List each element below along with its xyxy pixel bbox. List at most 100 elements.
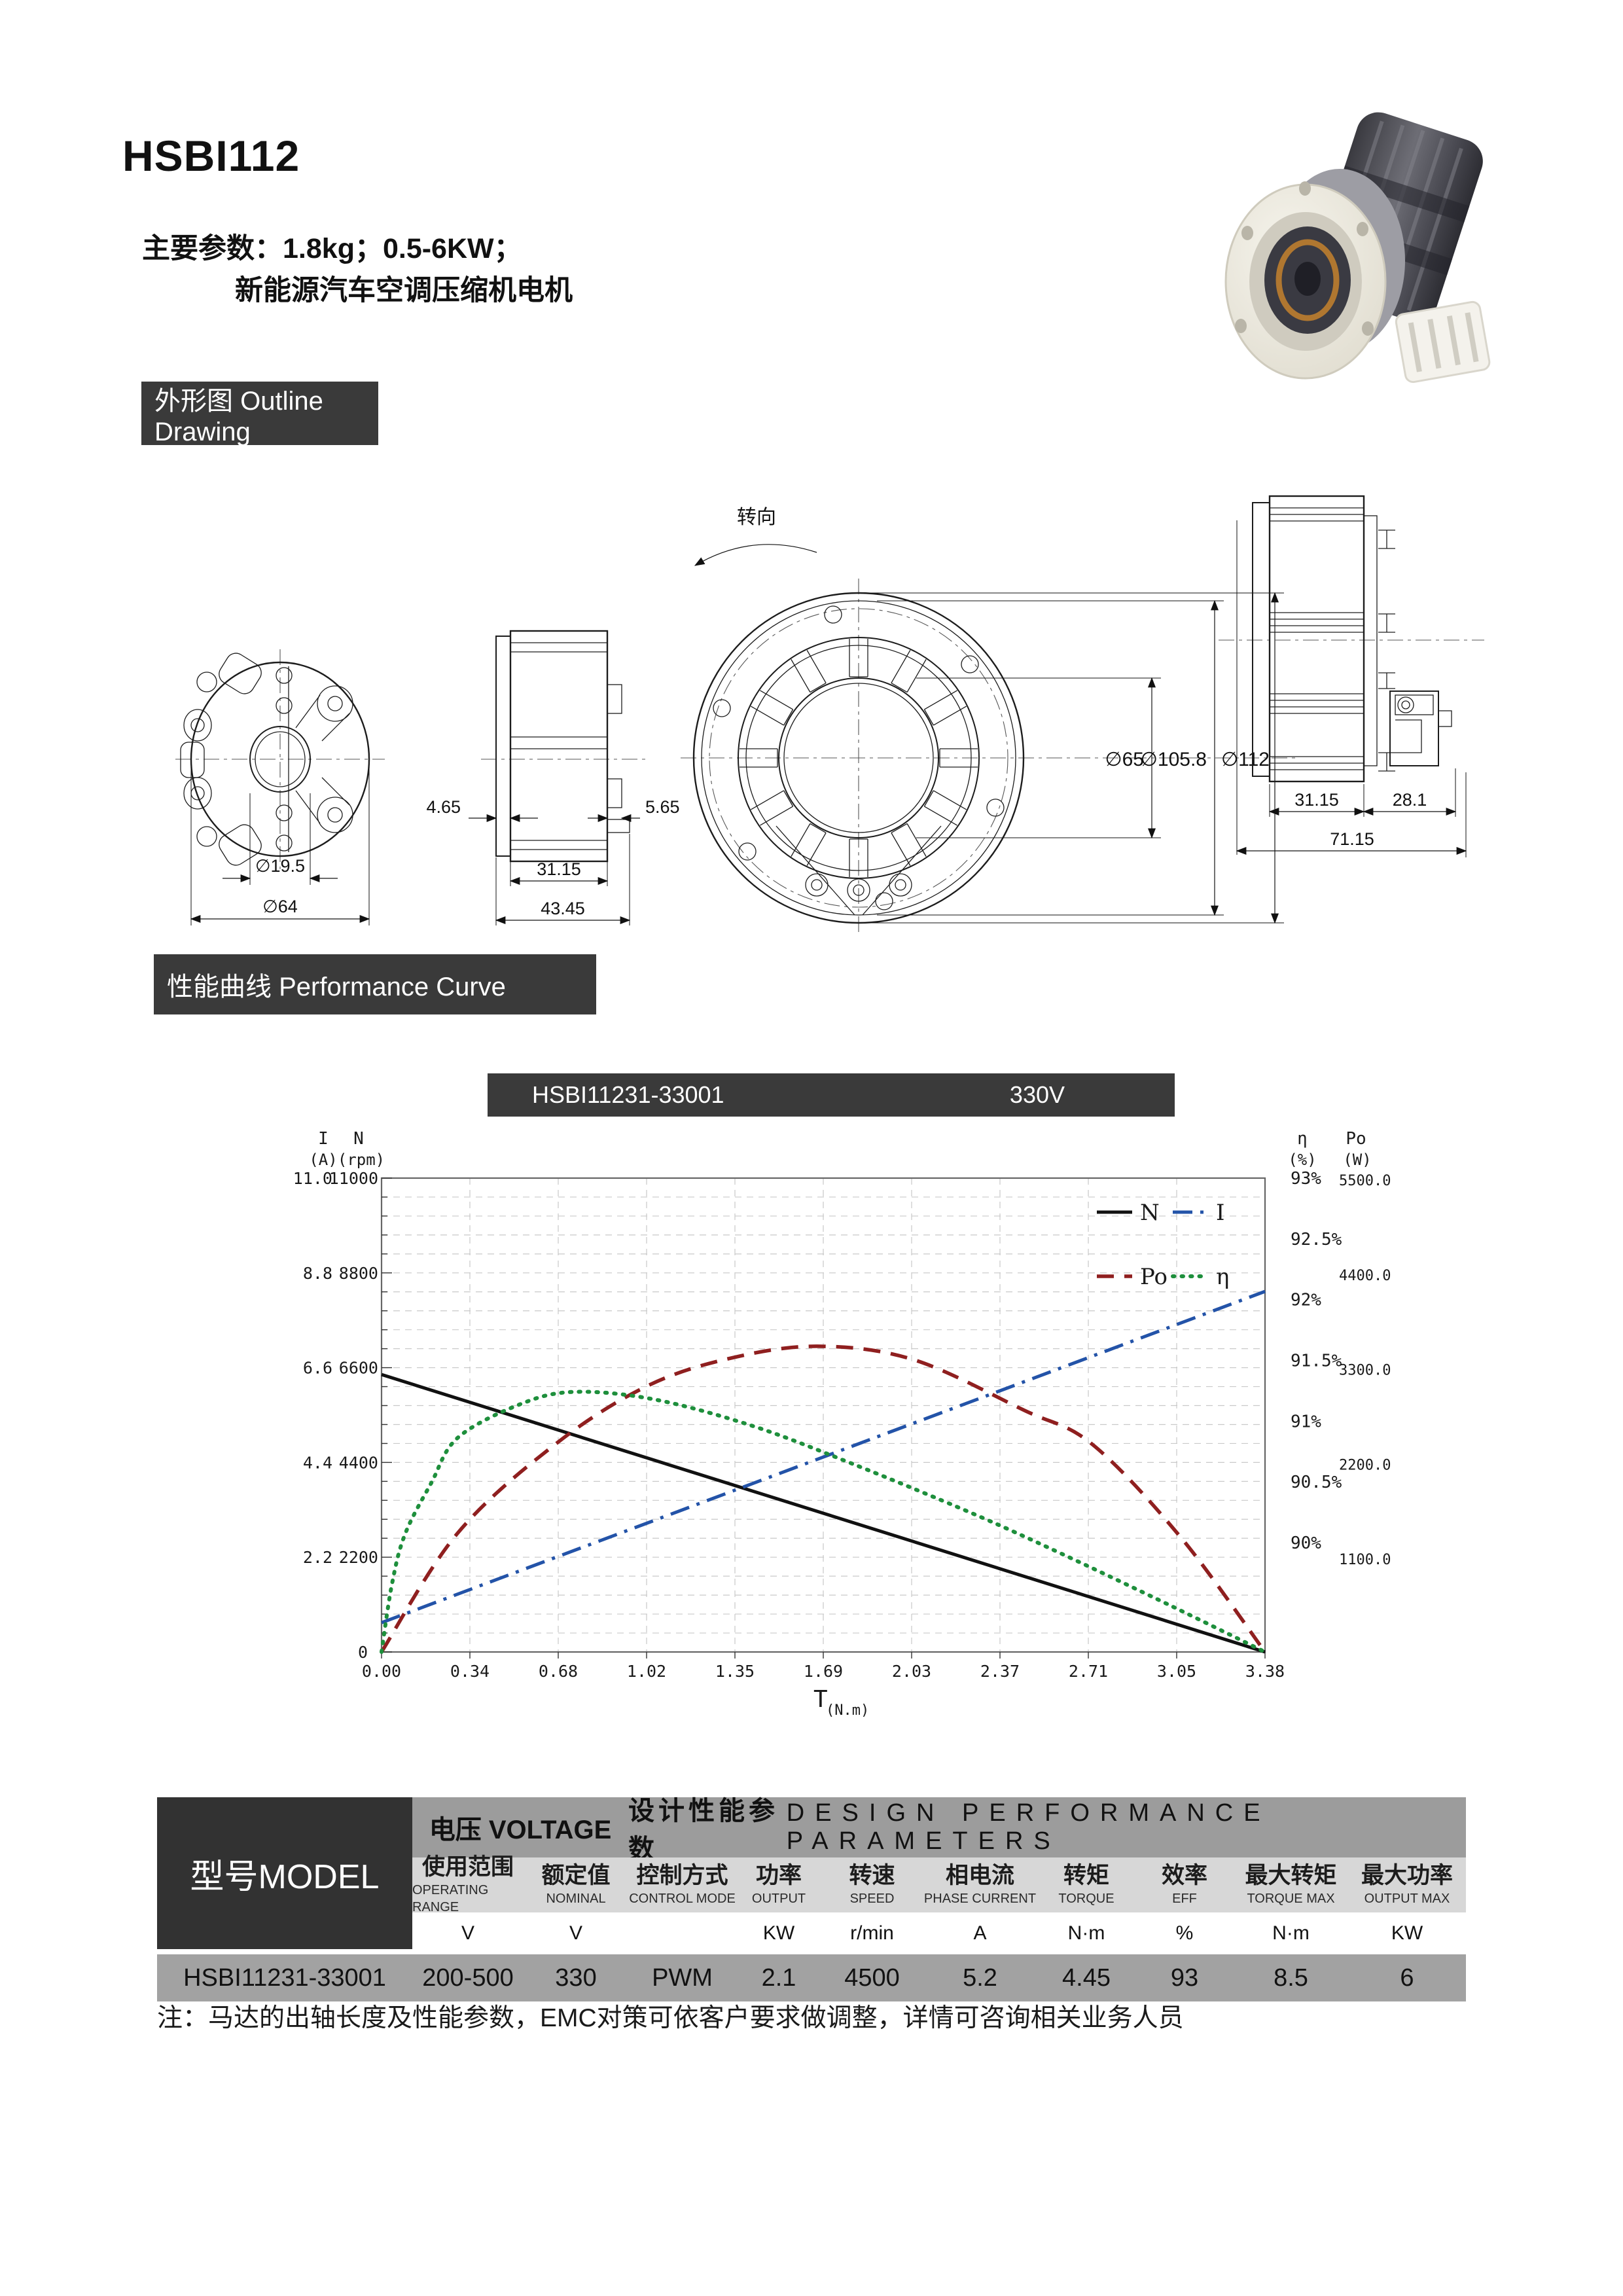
data-eff: 93	[1170, 1964, 1199, 1992]
dim-profile-stack: 31.15	[1294, 790, 1339, 810]
svg-text:0: 0	[358, 1643, 368, 1662]
dim-side-right: 5.65	[645, 797, 680, 817]
svg-text:11.0: 11.0	[293, 1169, 332, 1188]
dim-housing-od: ∅112	[1221, 749, 1270, 770]
col-output: 功率 OUTPUT	[751, 1863, 806, 1906]
section-outline-drawing: 外形图 Outline Drawing	[141, 382, 378, 446]
page-title: HSBI112	[122, 132, 300, 180]
svg-text:90%: 90%	[1291, 1534, 1321, 1553]
svg-text:(A): (A)	[309, 1151, 337, 1169]
dim-side-total: 43.45	[541, 899, 585, 918]
data-torque: 4.45	[1062, 1964, 1111, 1992]
svg-text:5500.0: 5500.0	[1339, 1173, 1391, 1189]
unit-cell: N·m	[1272, 1922, 1310, 1944]
svg-text:91%: 91%	[1291, 1412, 1321, 1431]
group-design-en: DESIGN PERFORMANCE PARAMETERS	[786, 1799, 1271, 1855]
col-nominal: 额定值 NOMINAL	[541, 1863, 611, 1906]
svg-text:3.05: 3.05	[1157, 1662, 1196, 1681]
svg-text:0.68: 0.68	[539, 1662, 578, 1681]
svg-text:N: N	[1140, 1200, 1160, 1226]
svg-text:1100.0: 1100.0	[1339, 1552, 1391, 1568]
data-operating-range: 200-500	[422, 1964, 514, 1992]
drawing-front-view: ∅19.5 ∅64	[175, 649, 385, 925]
svg-text:I: I	[318, 1129, 329, 1149]
section-outline-label: 外形图 Outline Drawing	[154, 387, 323, 446]
data-output: 2.1	[761, 1964, 796, 1992]
unit-cell: KW	[1391, 1922, 1423, 1944]
col-torque: 转矩 TORQUE	[1058, 1863, 1115, 1906]
section-performance-label: 性能曲线 Performance Curve	[167, 973, 506, 1001]
svg-text:2.03: 2.03	[892, 1662, 931, 1681]
drawing-profile-view: 31.15 28.1 71.15	[1219, 495, 1484, 857]
table-group-header-row: 电压 VOLTAGE 设计性能参数 DESIGN PERFORMANCE PAR…	[412, 1797, 1466, 1863]
terminal-block	[1395, 300, 1491, 384]
col-phase-current: 相电流 PHASE CURRENT	[923, 1863, 1037, 1906]
svg-text:η: η	[1216, 1264, 1229, 1290]
chart-voltage-label: 330V	[1009, 1081, 1065, 1108]
rotation-direction-label: 转向	[737, 507, 776, 528]
dim-stator-od: ∅105.8	[1141, 749, 1207, 770]
svg-text:Po: Po	[1140, 1264, 1168, 1290]
main-parameters: 主要参数：1.8kg；0.5-6KW； 新能源汽车空调压缩机电机	[142, 228, 573, 312]
series-η	[380, 1390, 1267, 1654]
data-model: HSBI11231-33001	[183, 1964, 386, 1992]
data-phase-current: 5.2	[963, 1964, 997, 1992]
unit-cell	[628, 1912, 736, 1954]
svg-text:6.6: 6.6	[303, 1359, 332, 1378]
svg-text:11000: 11000	[329, 1169, 378, 1188]
svg-text:8800: 8800	[339, 1264, 378, 1283]
svg-text:4.4: 4.4	[303, 1453, 332, 1472]
main-parameters-line1: 主要参数：1.8kg；0.5-6KW；	[142, 233, 522, 264]
group-voltage: 电压 VOLTAGE	[429, 1816, 612, 1844]
svg-text:2.71: 2.71	[1069, 1662, 1108, 1681]
svg-text:6600: 6600	[339, 1359, 378, 1378]
copper-winding	[1275, 239, 1340, 321]
data-torque-max: 8.5	[1274, 1964, 1308, 1992]
dim-profile-total: 71.15	[1330, 829, 1374, 849]
svg-text:1.35: 1.35	[715, 1662, 755, 1681]
table-subheader-row: 使用范围 OPERATING RANGE 额定值 NOMINAL 控制方式 CONTR…	[412, 1854, 1466, 1914]
dim-stator-bore: ∅65	[1105, 749, 1144, 770]
svg-text:(%): (%)	[1288, 1151, 1316, 1169]
outline-drawings: ∅19.5 ∅64 4.65 5.65 31.15 43.45	[175, 495, 1484, 936]
col-control-mode: 控制方式 CONTROL MODE	[629, 1863, 736, 1906]
svg-text:I: I	[1216, 1200, 1224, 1226]
product-photo	[1224, 112, 1491, 384]
data-output-max: 6	[1400, 1964, 1414, 1992]
drawing-stator-view: 转向 ∅65 ∅105.8 ∅112	[681, 507, 1299, 936]
dim-profile-rear: 28.1	[1393, 790, 1427, 810]
dim-front-hole: ∅19.5	[255, 856, 305, 876]
section-performance-curve: 性能曲线 Performance Curve	[154, 954, 596, 1014]
dim-side-stack: 31.15	[537, 859, 581, 879]
group-design-cn: 设计性能参数	[628, 1797, 779, 1863]
unit-cell: V	[569, 1922, 582, 1944]
col-torque-max: 最大转矩 TORQUE MAX	[1245, 1863, 1337, 1906]
data-control-mode: PWM	[652, 1964, 713, 1992]
svg-text:T: T	[813, 1686, 828, 1713]
dim-side-left: 4.65	[426, 797, 461, 817]
svg-text:90.5%: 90.5%	[1291, 1473, 1342, 1492]
unit-cell: N·m	[1067, 1922, 1105, 1944]
chart-model-label: HSBI11231-33001	[532, 1081, 724, 1108]
svg-text:1.02: 1.02	[627, 1662, 666, 1681]
series-I	[381, 1289, 1266, 1624]
svg-text:(W): (W)	[1343, 1151, 1371, 1169]
svg-text:2.37: 2.37	[980, 1662, 1020, 1681]
main-parameters-line2: 新能源汽车空调压缩机电机	[235, 275, 573, 306]
data-nominal: 330	[555, 1964, 597, 1992]
chart-title-bar: HSBI11231-33001 330V	[488, 1073, 1175, 1117]
svg-text:0.34: 0.34	[450, 1662, 490, 1681]
svg-text:92%: 92%	[1291, 1291, 1321, 1310]
svg-text:93%: 93%	[1291, 1169, 1321, 1189]
svg-text:3300.0: 3300.0	[1339, 1363, 1391, 1379]
svg-text:4400: 4400	[339, 1453, 378, 1472]
svg-text:(N.m): (N.m)	[826, 1702, 869, 1719]
group-design-parameters: 设计性能参数 DESIGN PERFORMANCE PARAMETERS	[628, 1797, 1466, 1863]
footnote: 注：马达的出轴长度及性能参数，EMC对策可依客户要求做调整，详情可咨询相关业务人…	[157, 2004, 1184, 2032]
svg-text:3.38: 3.38	[1245, 1662, 1285, 1681]
svg-text:92.5%: 92.5%	[1291, 1230, 1342, 1249]
svg-text:2200: 2200	[339, 1548, 378, 1567]
unit-cell: V	[461, 1922, 474, 1944]
dim-front-outer: ∅64	[262, 897, 298, 916]
drawing-side-view: 4.65 5.65 31.15 43.45	[426, 630, 680, 925]
